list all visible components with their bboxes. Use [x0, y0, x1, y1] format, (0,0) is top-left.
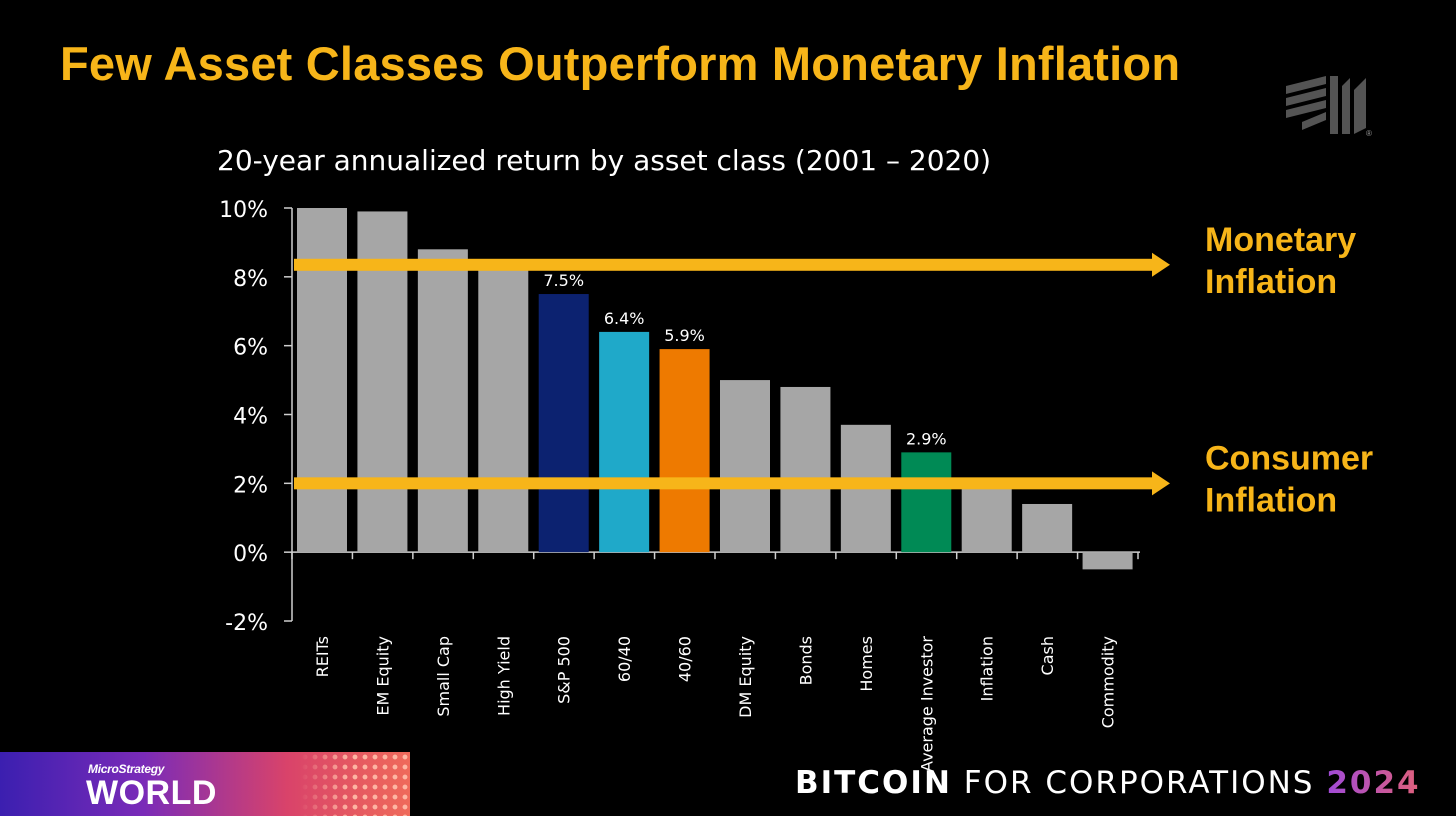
reference-label-line2: Inflation [1205, 481, 1337, 519]
jpmorgan-logo-icon: ® [1286, 76, 1372, 138]
svg-text:®: ® [1366, 129, 1372, 138]
event-title-corporations: FOR CORPORATIONS [963, 765, 1315, 801]
bar-cash [1022, 503, 1073, 553]
chart-title: 20-year annualized return by asset class… [217, 144, 991, 177]
reference-line-bar [294, 477, 1154, 490]
bar-40-60 [659, 349, 710, 553]
x-category-label: Inflation [978, 636, 997, 701]
y-tick-label: 10% [219, 198, 268, 223]
y-tick-label: 8% [233, 267, 268, 292]
x-category-label: 60/40 [615, 636, 634, 682]
y-tick-label: 2% [233, 473, 268, 498]
x-category-label: S&P 500 [555, 636, 574, 704]
x-category-label: Commodity [1099, 636, 1118, 728]
x-category-label: Cash [1038, 636, 1057, 675]
bar-inflation [961, 486, 1012, 553]
chart-axes: 10% 8% 6% 4% 2% 0% -2% [219, 198, 1140, 636]
x-category-label: EM Equity [373, 636, 392, 716]
x-category-label: High Yield [494, 636, 513, 716]
reference-label-line1: Monetary [1205, 221, 1356, 259]
bar-data-label: 2.9% [906, 429, 947, 448]
event-title-year: 2024 [1326, 765, 1421, 801]
bar-data-label: 7.5% [543, 271, 584, 290]
x-category-label: REITs [313, 636, 332, 677]
bar-s-p-500 [538, 294, 589, 553]
bar-60-40 [599, 331, 650, 553]
bar-small-cap [417, 249, 468, 553]
reference-label-line2: Inflation [1205, 263, 1337, 301]
x-category-label: DM Equity [736, 636, 755, 718]
x-category-label: 40/60 [676, 636, 695, 682]
brand-world-label: WORLD [86, 774, 217, 812]
bar-commodity [1082, 552, 1133, 570]
bar-dm-equity [720, 380, 770, 553]
bar-high-yield [478, 269, 529, 553]
y-tick-label: 4% [233, 405, 268, 430]
arrowhead-icon [1152, 471, 1170, 496]
bars-group: REITs EM Equity Small Cap High Yield 7.5% S&P… [297, 208, 1133, 772]
x-category-label: Average Investor [917, 636, 936, 772]
y-tick-label: -2% [225, 611, 268, 636]
reference-line-bar [294, 258, 1154, 271]
arrowhead-icon [1152, 252, 1170, 277]
reference-lines-group: Monetary Inflation Consumer Inflation [294, 221, 1373, 519]
event-brand-banner: MicroStrategy WORLD [0, 752, 410, 816]
bar-data-label: 5.9% [664, 326, 705, 345]
event-title: BITCOIN FOR CORPORATIONS 2024 [795, 765, 1421, 801]
dot-pattern-decoration [300, 752, 410, 816]
y-tick-label: 6% [233, 336, 268, 361]
brand-small-label: MicroStrategy [88, 762, 165, 776]
bar-data-label: 6.4% [604, 309, 645, 328]
slide-title: Few Asset Classes Outperform Monetary In… [60, 37, 1181, 90]
bar-average-investor [901, 452, 952, 553]
event-title-bitcoin: BITCOIN [795, 765, 952, 801]
reference-label-line1: Consumer [1205, 439, 1373, 477]
bar-bonds [780, 386, 831, 553]
y-tick-label: 0% [233, 542, 268, 567]
x-category-label: Small Cap [434, 636, 453, 717]
x-category-label: Homes [857, 636, 876, 692]
x-category-label: Bonds [796, 636, 815, 685]
